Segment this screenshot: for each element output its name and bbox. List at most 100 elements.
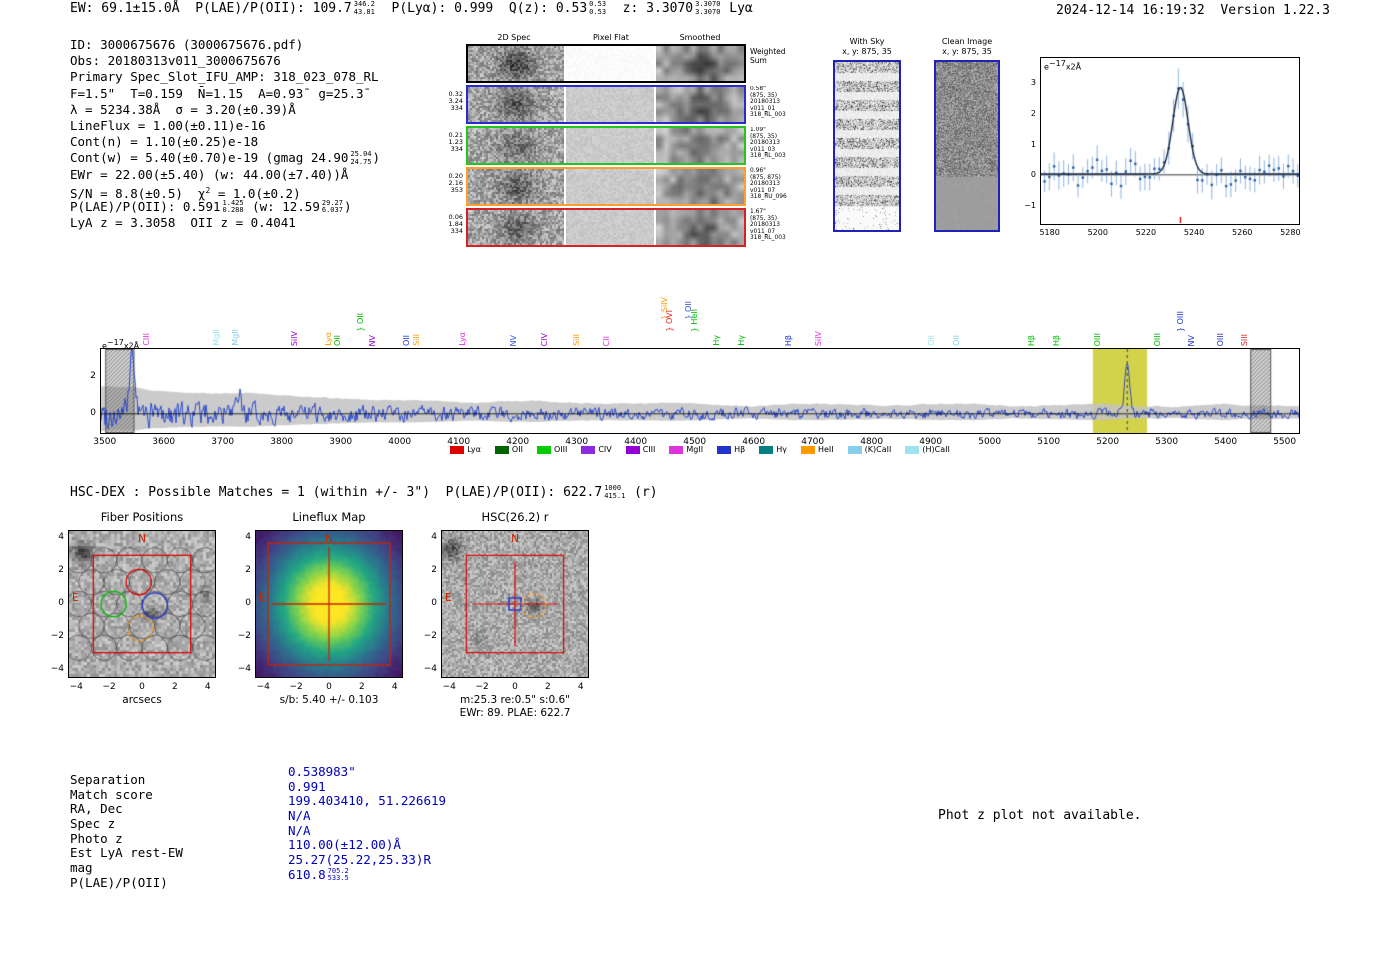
superscript: −17 (1048, 59, 1066, 68)
y-axis-tick-label: 0 (90, 408, 96, 419)
text-segment: x2Å (123, 341, 140, 351)
spectral-line-label: MgII (212, 329, 222, 346)
text-segment: z: 3.3070 (607, 1, 694, 17)
text-segment: S/N = 8.8(±0.5) χ (70, 185, 206, 201)
text-segment: 110.00(±12.00)Å (288, 837, 401, 853)
spec2d-column-header: 2D Spec (497, 33, 531, 42)
legend-label: Hβ (734, 445, 746, 454)
spec2d-image (468, 128, 564, 163)
text-segment: e (1044, 62, 1049, 72)
cutout-xlabel: arcsecs (122, 694, 162, 706)
text-segment: λ = 5234.38Å σ = 3.20(±0.39)Å (70, 101, 296, 117)
x-axis-tick-label: 4200 (506, 437, 530, 447)
text-segment: EW: 69.1±15.0Å P(LAE)/P(OII): 109.7 (70, 1, 352, 17)
y-axis-tick-label: 1 (1030, 139, 1036, 149)
x-axis-tick-label: 3500 (93, 437, 117, 447)
spectral-line-label: MgII (231, 329, 241, 346)
spec2d-row (466, 208, 746, 247)
legend-swatch (581, 445, 596, 454)
x-axis-tick-label: 5200 (1096, 437, 1120, 447)
legend-label: Lyα (467, 445, 481, 454)
spectral-line-label: OIII (1152, 332, 1162, 346)
stacked-fraction: 1000 415.1 (604, 484, 626, 500)
legend-label: OIII (553, 445, 568, 454)
smoothed-image (656, 210, 744, 245)
text-segment: ) (372, 150, 381, 166)
spec2d-row (466, 167, 746, 206)
stacked-fraction: 25.04 24.75 (350, 150, 372, 166)
fiber-positions-panel (68, 530, 216, 678)
stacked-fraction: 1.425 0.288 (222, 198, 244, 215)
info-line: Cont(w) = 5.40(±0.70)e-19 (gmag 24.90 25.… (70, 150, 380, 166)
match-row-label: Separation (70, 772, 146, 787)
text-segment: = 1.0(±0.2) (210, 185, 301, 201)
x-axis-tick-label: −4 (69, 682, 83, 692)
smoothed-image (656, 169, 744, 204)
smoothed-image (656, 128, 744, 163)
legend-item: CIV (581, 445, 612, 454)
y-axis-tick-label: 4 (245, 532, 251, 543)
text-segment: x2Å (1065, 62, 1082, 72)
legend-swatch (847, 445, 862, 454)
legend-item: OII (494, 445, 523, 454)
y-axis-tick-label: 3 (1030, 78, 1036, 88)
clean-image-panel (934, 60, 1000, 232)
x-axis-tick-label: 4800 (860, 437, 884, 447)
sky-panel-subtitle: x, y: 875, 35 (842, 47, 892, 56)
text-segment: 25.27(25.22,25.33)R (288, 852, 431, 868)
spectral-line-label: Hγ (711, 335, 721, 346)
spec2d-row (466, 85, 746, 124)
text-segment: Obs: 20180313v011_3000675676 (70, 53, 281, 69)
stacked-fraction: 0.53 0.53 (589, 0, 607, 16)
spectral-line-label: SiIV (813, 330, 823, 346)
y-axis-tick-label: −2 (50, 630, 64, 641)
x-axis-tick-label: 5260 (1232, 228, 1253, 237)
spec2d-row-right-labels: 1.67" (875, 35) 20180313 v011_07 318_RL_003 (750, 209, 786, 242)
hsc-image-panel-image (442, 531, 588, 677)
match-row-label: Photo z (70, 830, 123, 846)
compass-east-label: E (445, 592, 452, 604)
x-axis-tick-label: 3800 (270, 437, 294, 447)
legend-label: CIV (598, 445, 612, 454)
y-axis-tick-label: 4 (431, 532, 437, 543)
legend-label: OII (511, 445, 523, 454)
spec2d-row-left-labels: 0.06 1.84 334 (448, 213, 463, 236)
spec2d-row (466, 126, 746, 165)
spectral-line-label: OII (333, 334, 343, 346)
y-axis-tick-label: −2 (237, 630, 251, 641)
cutout-caption: s/b: 5.40 +/- 0.103 (279, 694, 379, 706)
x-axis-tick-label: 3900 (329, 437, 353, 447)
cutout-title: HSC(26.2) r (481, 510, 549, 524)
sky-panel-title: Clean Image (941, 37, 993, 46)
spectral-line-label: Hβ (1051, 334, 1061, 346)
text-segment: 199.403410, 51.226619 (288, 793, 447, 809)
compass-east-label: E (259, 592, 266, 604)
with-sky-image (835, 62, 899, 230)
photz-note: Phot z plot not available. (938, 808, 1142, 823)
spec2d-image (468, 210, 564, 245)
spectral-line-label: SIII (1240, 333, 1250, 346)
x-axis-tick-label: 5400 (1214, 437, 1238, 447)
text-segment: LyA z = 3.3058 OII z = 0.4041 (70, 215, 296, 231)
spectral-line-label: NV (368, 334, 378, 346)
detection-info-block: ID: 3000675676 (3000675676.pdf) Obs: 2018… (70, 37, 380, 231)
match-row-label: Est LyA rest-EW (70, 845, 183, 861)
x-axis-tick-label: 3700 (211, 437, 235, 447)
spectral-line-label: OII (927, 334, 937, 346)
spectrum-legend: Lyα OII OIII CIV CIII MgII Hβ Hγ HeII (K)CaII (H)C… (100, 445, 1300, 454)
spectral-line-label: } HeII (689, 308, 699, 332)
x-axis-tick-label: 4 (391, 682, 398, 692)
stacked-fraction: 346.2 43.81 (353, 0, 375, 16)
y-axis-tick-label: 0 (431, 598, 437, 608)
info-line: LineFlux = 1.00(±0.11)e-16 (70, 118, 380, 134)
with-sky-panel (833, 60, 901, 232)
spectral-line-label: CIII (141, 333, 151, 346)
spec2d-row-left-labels: 0.20 2.16 353 (448, 172, 463, 195)
x-axis-tick-label: 4300 (565, 437, 589, 447)
sky-panel-subtitle: x, y: 875, 35 (942, 47, 992, 56)
fiber-positions-panel-image (69, 531, 215, 677)
x-axis-tick-label: −4 (256, 682, 270, 692)
info-line: S/N = 8.8(±0.5) χ2 = 1.0(±0.2) (70, 183, 380, 201)
text-segment: ID: 3000675676 (3000675676.pdf) (70, 37, 304, 52)
legend-label: Hγ (776, 445, 787, 454)
